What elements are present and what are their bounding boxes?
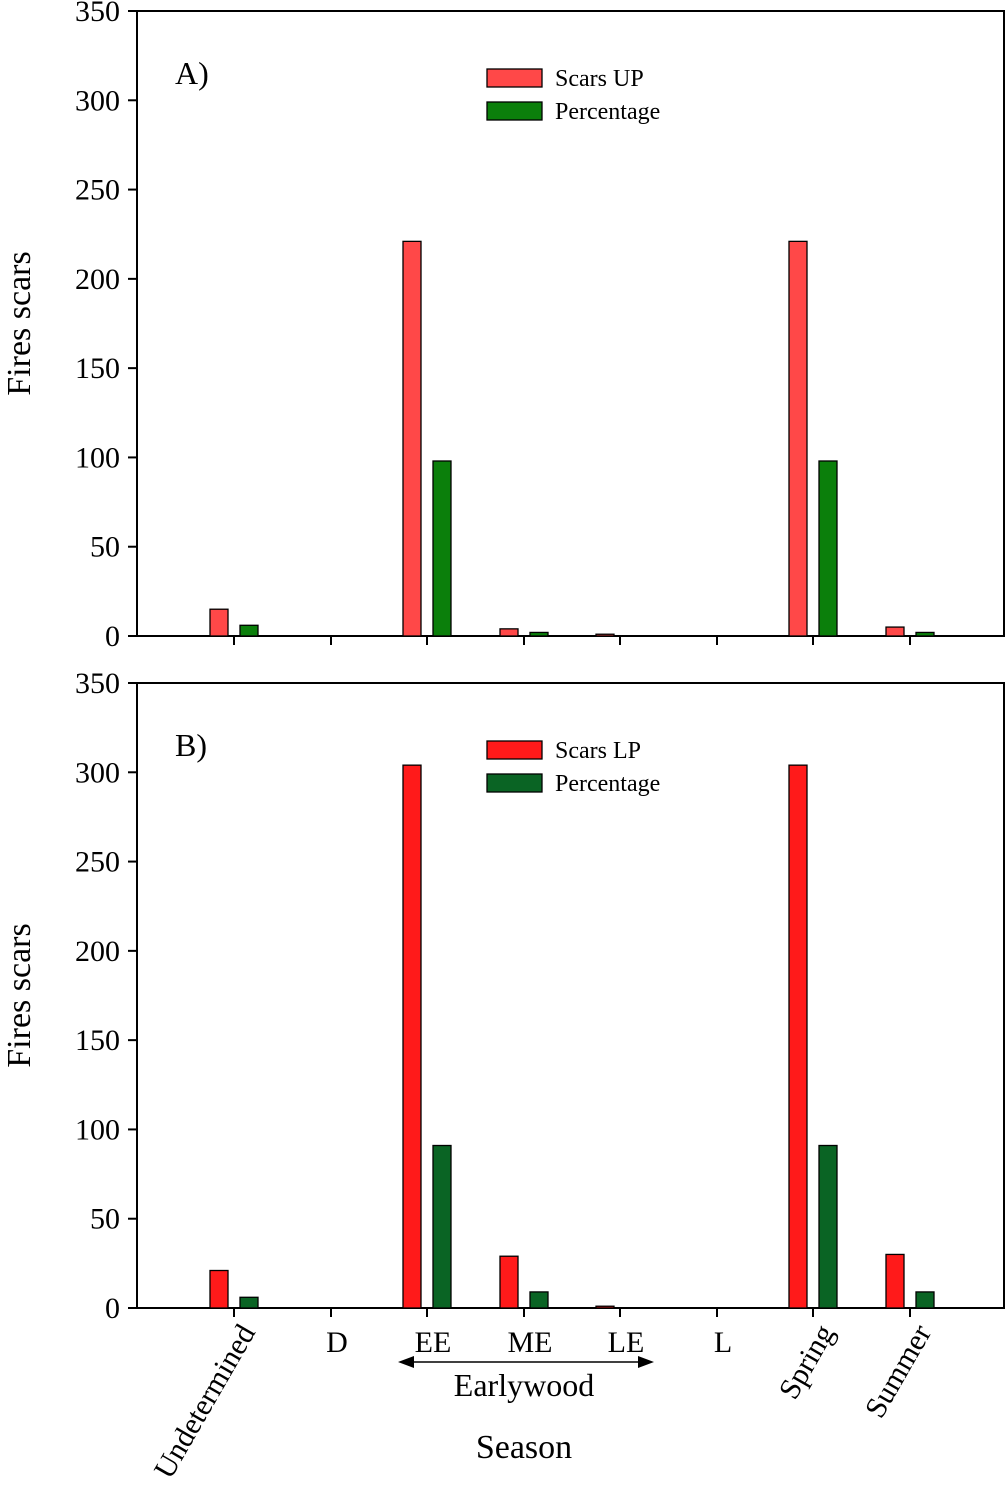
bar-percentage-summer (915, 631, 935, 637)
y-tick-label: 300 (75, 756, 120, 789)
bar-scars-ee (402, 240, 422, 637)
x-label-spring: Spring (772, 1319, 841, 1405)
bar-scars-me (499, 628, 519, 637)
bar-percentage-spring (818, 1144, 838, 1309)
bar-percentage-undetermined (239, 1296, 259, 1309)
x-label-ee: EE (415, 1326, 452, 1359)
legend-swatch-scars (486, 740, 543, 760)
legend-swatch-percentage (486, 101, 543, 121)
bar-scars-ee (402, 764, 422, 1309)
plot-frame (136, 682, 1005, 1309)
y-tick-label: 150 (75, 352, 120, 385)
bar-percentage-spring (818, 460, 838, 637)
bar-percentage-summer (915, 1291, 935, 1309)
legend-swatch-scars (486, 68, 543, 88)
x-axis-title: Season (476, 1429, 572, 1466)
bar-scars-undetermined (209, 1269, 229, 1309)
y-tick-label: 350 (75, 0, 120, 28)
legend-label-scars: Scars LP (555, 738, 641, 764)
y-tick-label: 300 (75, 84, 120, 117)
panel-label: A) (175, 55, 209, 91)
bar-scars-le (595, 1305, 615, 1309)
bar-scars-me (499, 1255, 519, 1309)
bar-percentage-ee (432, 1144, 452, 1309)
y-tick-label: 200 (75, 263, 120, 296)
bar-percentage-undetermined (239, 624, 259, 637)
panel-a: 0 50 100 150 200 250 300 350 Fires scars A) Scars … (1, 0, 1005, 653)
bar-scars-undetermined (209, 608, 229, 637)
x-label-le: LE (608, 1326, 645, 1359)
bar-percentage-ee (432, 460, 452, 637)
legend-swatch-percentage (486, 773, 543, 793)
y-tick-label: 250 (75, 846, 120, 879)
plot-frame (136, 10, 1005, 637)
y-tick-label: 150 (75, 1024, 120, 1057)
y-axis-title: Fires scars (1, 923, 38, 1067)
y-tick-label: 350 (75, 667, 120, 700)
panel-label: B) (175, 727, 207, 763)
y-tick-label: 0 (105, 620, 120, 653)
x-label-summer: Summer (859, 1319, 938, 1424)
x-label-undetermined: Undetermined (148, 1319, 262, 1484)
x-label-l: L (714, 1326, 732, 1359)
y-tick-label: 100 (75, 1113, 120, 1146)
y-axis-title: Fires scars (1, 251, 38, 395)
y-tick-label: 200 (75, 935, 120, 968)
bar-scars-summer (885, 1253, 905, 1309)
earlywood-arrowhead-left (398, 1356, 414, 1368)
y-tick-label: 250 (75, 174, 120, 207)
legend-label-percentage: Percentage (555, 771, 660, 797)
legend-label-scars: Scars UP (555, 66, 644, 92)
bar-scars-summer (885, 626, 905, 637)
earlywood-label: Earlywood (454, 1367, 594, 1403)
bar-scars-le (595, 633, 615, 637)
x-label-me: ME (508, 1326, 553, 1359)
bar-percentage-me (529, 631, 549, 637)
panel-b: 0 50 100 150 200 250 300 350 Fires scars B) Scars … (1, 667, 1005, 1325)
legend-label-percentage: Percentage (555, 99, 660, 125)
bar-scars-spring (788, 764, 808, 1309)
bar-scars-spring (788, 240, 808, 637)
bar-percentage-me (529, 1291, 549, 1309)
y-tick-label: 50 (90, 1203, 120, 1236)
y-tick-label: 50 (90, 531, 120, 564)
y-tick-label: 0 (105, 1292, 120, 1325)
y-tick-label: 100 (75, 441, 120, 474)
x-label-d: D (326, 1326, 348, 1359)
earlywood-arrowhead-right (638, 1356, 654, 1368)
